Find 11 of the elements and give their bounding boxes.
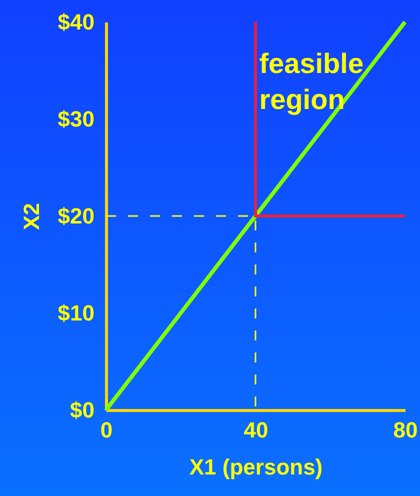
x-axis-title: X1 (persons) xyxy=(189,454,323,480)
y-tick-label: $10 xyxy=(58,300,94,326)
y-axis-title: X2 xyxy=(18,203,44,230)
annotation: feasible region xyxy=(259,48,364,116)
y-tick-label: $40 xyxy=(58,10,94,34)
x-tick-label: 80 xyxy=(393,418,418,442)
x-tick-label: 40 xyxy=(244,418,268,442)
x-tick-label: 0 xyxy=(100,418,113,442)
y-tick-label: $30 xyxy=(58,106,94,132)
y-tick-label: $20 xyxy=(58,204,94,228)
y-tick-label: $0 xyxy=(70,398,94,422)
